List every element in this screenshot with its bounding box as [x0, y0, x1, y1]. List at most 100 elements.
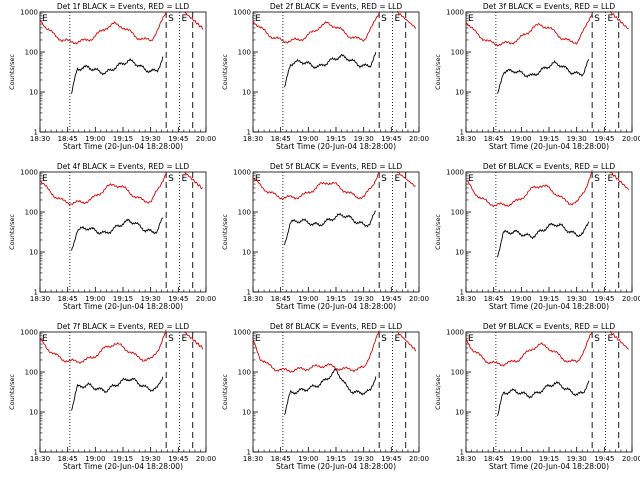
lld-series-tail: [397, 171, 416, 187]
lld-series-line: [39, 173, 167, 206]
x-tick-label: 18:30: [243, 455, 263, 463]
lld-series-line: [252, 171, 380, 200]
end-marker: E: [181, 334, 187, 344]
lld-series-tail: [610, 171, 630, 191]
y-axis-label: Counts/sec: [434, 374, 442, 410]
y-axis-label: Counts/sec: [434, 214, 442, 250]
x-tick-label: 18:45: [484, 295, 504, 303]
x-tick-label: 18:45: [271, 455, 291, 463]
panel-det-4: Det 4f BLACK = Events, RED = LLD Counts/s…: [8, 162, 216, 311]
x-tick-label: 18:45: [484, 455, 504, 463]
y-tick-label: 100: [451, 369, 464, 377]
plot-frame: [252, 171, 420, 293]
x-tick-label: 19:00: [85, 135, 105, 143]
lld-series-line: [465, 13, 593, 47]
panel-title: Det 8f BLACK = Events, RED = LLD: [270, 322, 403, 331]
y-axis-label: Counts/sec: [8, 54, 16, 90]
end-marker-left: E: [468, 334, 474, 344]
x-tick-label: 19:00: [85, 295, 105, 303]
y-tick-label: 10: [242, 89, 251, 97]
start-marker: S: [168, 14, 174, 24]
x-tick-label: 19:00: [511, 295, 531, 303]
x-tick-label: 20:00: [196, 455, 216, 463]
y-tick-label: 10: [242, 249, 251, 257]
plot-frame: [465, 171, 633, 293]
end-marker: E: [394, 14, 400, 24]
y-tick-label: 1000: [20, 329, 38, 337]
start-marker: S: [594, 174, 600, 184]
x-tick-label: 19:45: [381, 455, 401, 463]
lld-series-tail: [396, 10, 417, 29]
y-tick-label: 100: [451, 49, 464, 57]
y-axis-label: Counts/sec: [8, 374, 16, 410]
x-tick-label: 19:00: [298, 135, 318, 143]
x-tick-label: 18:45: [58, 295, 78, 303]
panel-det-5: Det 5f BLACK = Events, RED = LLD Counts/s…: [221, 162, 429, 311]
x-axis-label: Start Time (20-Jun-04 18:28:00): [489, 142, 609, 151]
panel-title: Det 1f BLACK = Events, RED = LLD: [57, 2, 190, 11]
x-tick-label: 20:00: [622, 455, 640, 463]
x-tick-label: 18:30: [30, 135, 50, 143]
x-tick-label: 20:00: [409, 455, 429, 463]
x-tick-label: 19:15: [113, 295, 133, 303]
x-tick-label: 18:45: [271, 295, 291, 303]
y-tick-label: 100: [25, 369, 38, 377]
plot-frame: [252, 11, 420, 133]
plot-frame: [39, 331, 207, 453]
panel-title: Det 6f BLACK = Events, RED = LLD: [483, 162, 616, 171]
x-tick-label: 18:30: [243, 295, 263, 303]
x-tick-label: 19:30: [567, 135, 587, 143]
panel-det-9: Det 9f BLACK = Events, RED = LLD Counts/s…: [434, 322, 640, 471]
x-tick-label: 19:30: [354, 295, 374, 303]
y-tick-label: 1: [247, 129, 251, 137]
events-series-line: [497, 380, 590, 417]
end-marker-left: E: [42, 174, 48, 184]
y-tick-label: 100: [25, 209, 38, 217]
panel-det-2: Det 2f BLACK = Events, RED = LLD Counts/s…: [221, 2, 429, 151]
lld-series-tail: [184, 331, 204, 350]
x-axis-label: Start Time (20-Jun-04 18:28:00): [489, 302, 609, 311]
x-tick-label: 19:30: [141, 135, 161, 143]
end-marker-left: E: [468, 174, 474, 184]
events-series-line: [71, 56, 164, 94]
y-tick-label: 100: [238, 369, 251, 377]
lld-series-tail: [609, 10, 629, 30]
y-tick-label: 1000: [446, 329, 464, 337]
x-tick-label: 18:30: [456, 295, 476, 303]
y-tick-label: 10: [29, 89, 38, 97]
panel-det-1: Det 1f BLACK = Events, RED = LLD Counts/s…: [8, 2, 216, 151]
end-marker-left: E: [255, 334, 261, 344]
end-marker-left: E: [42, 334, 48, 344]
x-tick-label: 19:15: [326, 455, 346, 463]
x-tick-label: 18:30: [456, 135, 476, 143]
end-marker-left: E: [255, 174, 261, 184]
y-tick-label: 100: [238, 209, 251, 217]
x-tick-label: 19:45: [168, 455, 188, 463]
x-tick-label: 20:00: [409, 295, 429, 303]
x-axis-label: Start Time (20-Jun-04 18:28:00): [276, 462, 396, 471]
x-tick-label: 19:15: [113, 135, 133, 143]
lld-series-line: [39, 329, 167, 365]
x-tick-label: 19:15: [539, 135, 559, 143]
x-tick-label: 19:15: [539, 295, 559, 303]
y-axis-label: Counts/sec: [8, 214, 16, 250]
lld-series-tail: [609, 330, 629, 350]
events-series-line: [284, 368, 377, 415]
x-tick-label: 19:30: [354, 455, 374, 463]
lld-series-line: [39, 11, 167, 45]
lld-series-tail: [184, 171, 203, 190]
y-tick-label: 1: [34, 129, 38, 137]
x-tick-label: 19:30: [141, 455, 161, 463]
y-tick-label: 1000: [233, 329, 251, 337]
x-tick-label: 19:00: [298, 455, 318, 463]
lld-series-line: [252, 330, 380, 373]
panel-title: Det 2f BLACK = Events, RED = LLD: [270, 2, 403, 11]
panel-title: Det 4f BLACK = Events, RED = LLD: [57, 162, 190, 171]
events-series-line: [71, 217, 163, 251]
x-tick-label: 18:30: [456, 455, 476, 463]
x-axis-label: Start Time (20-Jun-04 18:28:00): [63, 462, 183, 471]
x-tick-label: 20:00: [409, 135, 429, 143]
y-tick-label: 1000: [446, 169, 464, 177]
end-marker: E: [394, 174, 400, 184]
x-tick-label: 19:00: [85, 455, 105, 463]
